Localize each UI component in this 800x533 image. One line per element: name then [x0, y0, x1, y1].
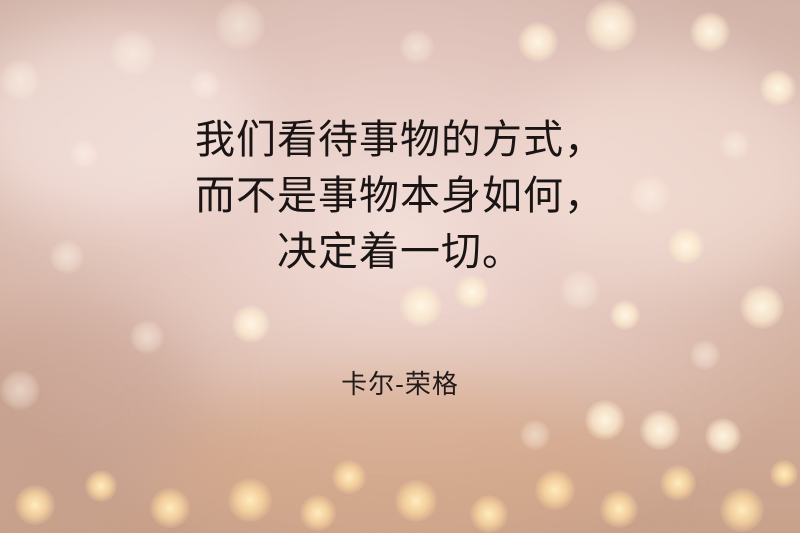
bokeh-light	[668, 228, 704, 264]
bokeh-light	[690, 340, 720, 370]
bokeh-light	[300, 495, 336, 531]
bokeh-light	[332, 460, 366, 494]
bokeh-light	[85, 470, 117, 502]
bokeh-light	[0, 370, 40, 410]
bokeh-light	[600, 490, 638, 528]
bokeh-light	[232, 305, 270, 343]
quote-line-1: 我们看待事物的方式，	[195, 117, 605, 163]
bokeh-light	[395, 480, 437, 522]
bokeh-light	[400, 285, 442, 327]
bokeh-light	[770, 460, 798, 488]
bokeh-light	[660, 465, 696, 501]
bokeh-light	[640, 410, 680, 450]
bokeh-light	[610, 300, 640, 330]
bokeh-light	[190, 70, 220, 100]
bokeh-light	[228, 478, 272, 522]
bokeh-light	[0, 60, 40, 100]
bokeh-light	[70, 140, 98, 168]
bokeh-light	[110, 30, 156, 76]
bokeh-light	[518, 22, 558, 62]
bokeh-light	[400, 30, 434, 64]
bokeh-light	[130, 320, 164, 354]
bokeh-light	[215, 0, 265, 50]
bokeh-light	[740, 285, 784, 329]
bokeh-light	[720, 488, 764, 532]
bokeh-light	[720, 130, 750, 160]
bokeh-light	[705, 418, 741, 454]
bokeh-light	[520, 420, 550, 450]
bokeh-light	[585, 400, 625, 440]
quote-line-3: 决定着一切。	[277, 229, 523, 275]
bokeh-light	[535, 470, 575, 510]
bokeh-light	[760, 70, 796, 106]
bokeh-light	[585, 0, 637, 52]
bokeh-light	[630, 175, 670, 215]
bokeh-light	[690, 12, 730, 52]
bokeh-light	[15, 485, 55, 525]
bokeh-light	[455, 275, 489, 309]
quote-author: 卡尔-荣格	[341, 370, 459, 400]
background-haze	[520, 60, 800, 280]
quote-line-2: 而不是事物本身如何，	[195, 173, 605, 219]
quote-text: 我们看待事物的方式， 而不是事物本身如何， 决定着一切。	[0, 112, 800, 280]
bokeh-light	[150, 488, 190, 528]
bokeh-light	[470, 495, 508, 533]
bokeh-light	[50, 240, 84, 274]
bokeh-light	[560, 270, 600, 310]
